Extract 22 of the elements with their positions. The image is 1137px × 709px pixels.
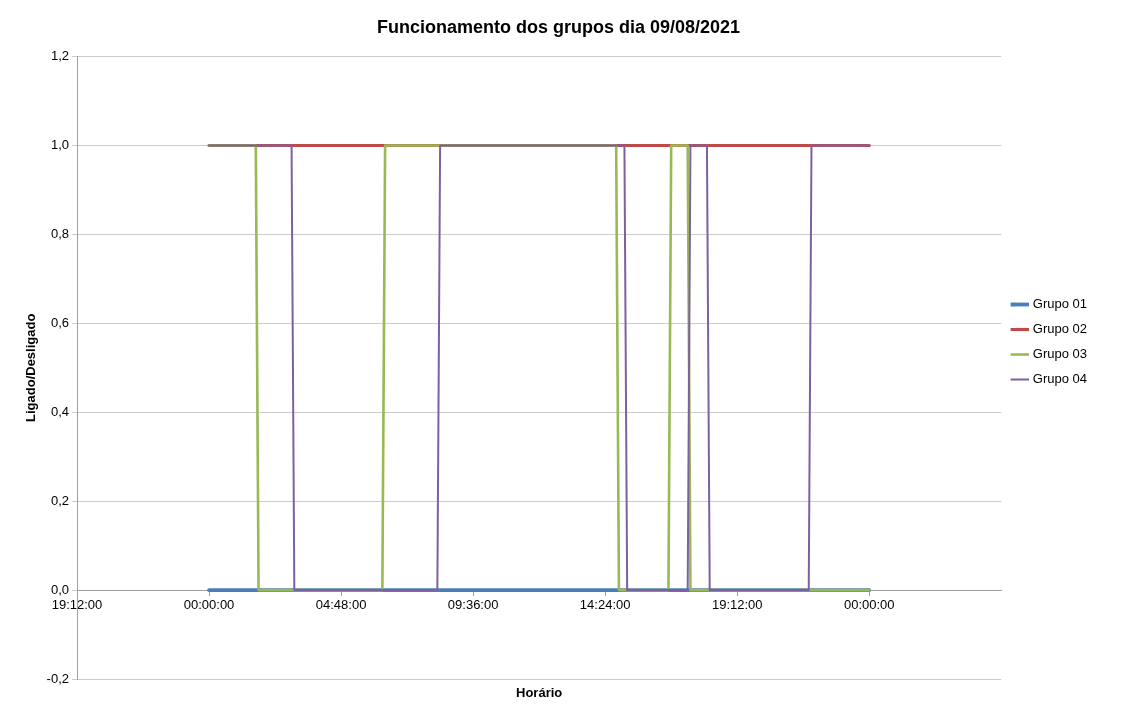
x-tick-label: 00:00:00: [183, 597, 235, 613]
x-tick-label: 14:24:00: [579, 597, 631, 613]
x-tick-label: 00:00:00: [843, 597, 895, 613]
legend-label: Grupo 04: [1032, 371, 1087, 387]
y-tick-label: 0,2: [50, 492, 69, 508]
legend-label: Grupo 03: [1032, 346, 1087, 362]
x-tick-label: 04:48:00: [315, 597, 367, 613]
y-tick-label: 0,0: [50, 581, 69, 597]
y-axis-title: Ligado/Desligado: [23, 313, 39, 422]
y-tick-label: 0,4: [50, 403, 69, 419]
y-tick-label: 0,6: [50, 314, 69, 330]
y-tick-label: 1,2: [50, 48, 69, 64]
legend-label: Grupo 02: [1032, 321, 1087, 337]
chart-title: Funcionamento dos grupos dia 09/08/2021: [376, 16, 741, 37]
x-axis-title: Horário: [516, 684, 563, 700]
y-tick-label: -0,2: [46, 670, 69, 686]
y-tick-label: 1,0: [50, 137, 69, 153]
x-tick-label: 09:36:00: [447, 597, 499, 613]
x-tick-label: 19:12:00: [711, 597, 763, 613]
legend-label: Grupo 01: [1032, 296, 1087, 312]
y-tick-label: 0,8: [50, 226, 69, 242]
x-tick-label: 19:12:00: [51, 597, 103, 613]
